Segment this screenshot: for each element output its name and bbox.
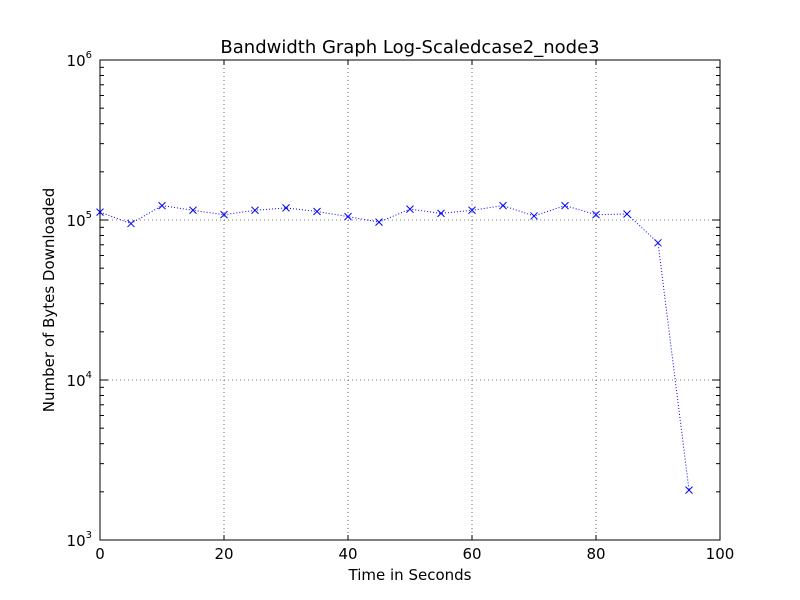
- tick-labels: 0 20 40 60 80 100 103 104 105 106: [67, 50, 735, 563]
- data-point-marker: [685, 486, 693, 494]
- x-tick-label: 40: [338, 545, 357, 563]
- data-point-marker: [468, 206, 476, 215]
- data-point-marker: [251, 206, 259, 215]
- data-point-marker: [437, 209, 445, 218]
- y-tick-label: 104: [67, 370, 92, 390]
- data-point-marker: [344, 212, 352, 221]
- data-point-marker: [623, 210, 631, 218]
- data-point-marker: [127, 219, 135, 228]
- data-point-marker: [561, 201, 569, 210]
- data-point-marker: [406, 205, 414, 213]
- plot-area: [100, 60, 720, 540]
- x-tick-label: 80: [586, 545, 605, 563]
- grid-lines: [100, 60, 720, 540]
- data-point-marker: [220, 210, 228, 219]
- data-point-marker: [158, 201, 166, 210]
- x-axis-label: Time in Seconds: [348, 566, 472, 584]
- chart-title: Bandwidth Graph Log-Scaledcase2_node3: [220, 37, 599, 58]
- tick-marks: [99, 59, 721, 541]
- data-point-marker: [375, 218, 383, 226]
- data-point-marker: [282, 204, 290, 212]
- data-point-marker: [654, 238, 662, 247]
- data-point-marker: [592, 210, 600, 219]
- series-layer: [96, 201, 693, 494]
- y-tick-label: 103: [67, 530, 92, 550]
- x-tick-label: 60: [462, 545, 481, 563]
- y-tick-label: 106: [67, 50, 92, 70]
- data-point-marker: [499, 201, 507, 210]
- x-tick-label: 0: [95, 545, 105, 563]
- series-line: [99, 205, 690, 491]
- data-point-marker: [313, 207, 321, 216]
- x-tick-label: 20: [214, 545, 233, 563]
- x-tick-label: 100: [706, 545, 735, 563]
- plot-frame: [99, 59, 721, 541]
- data-point-marker: [189, 206, 197, 215]
- y-axis-label: Number of Bytes Downloaded: [40, 188, 58, 412]
- data-point-marker: [530, 212, 538, 220]
- y-tick-label: 105: [67, 210, 92, 230]
